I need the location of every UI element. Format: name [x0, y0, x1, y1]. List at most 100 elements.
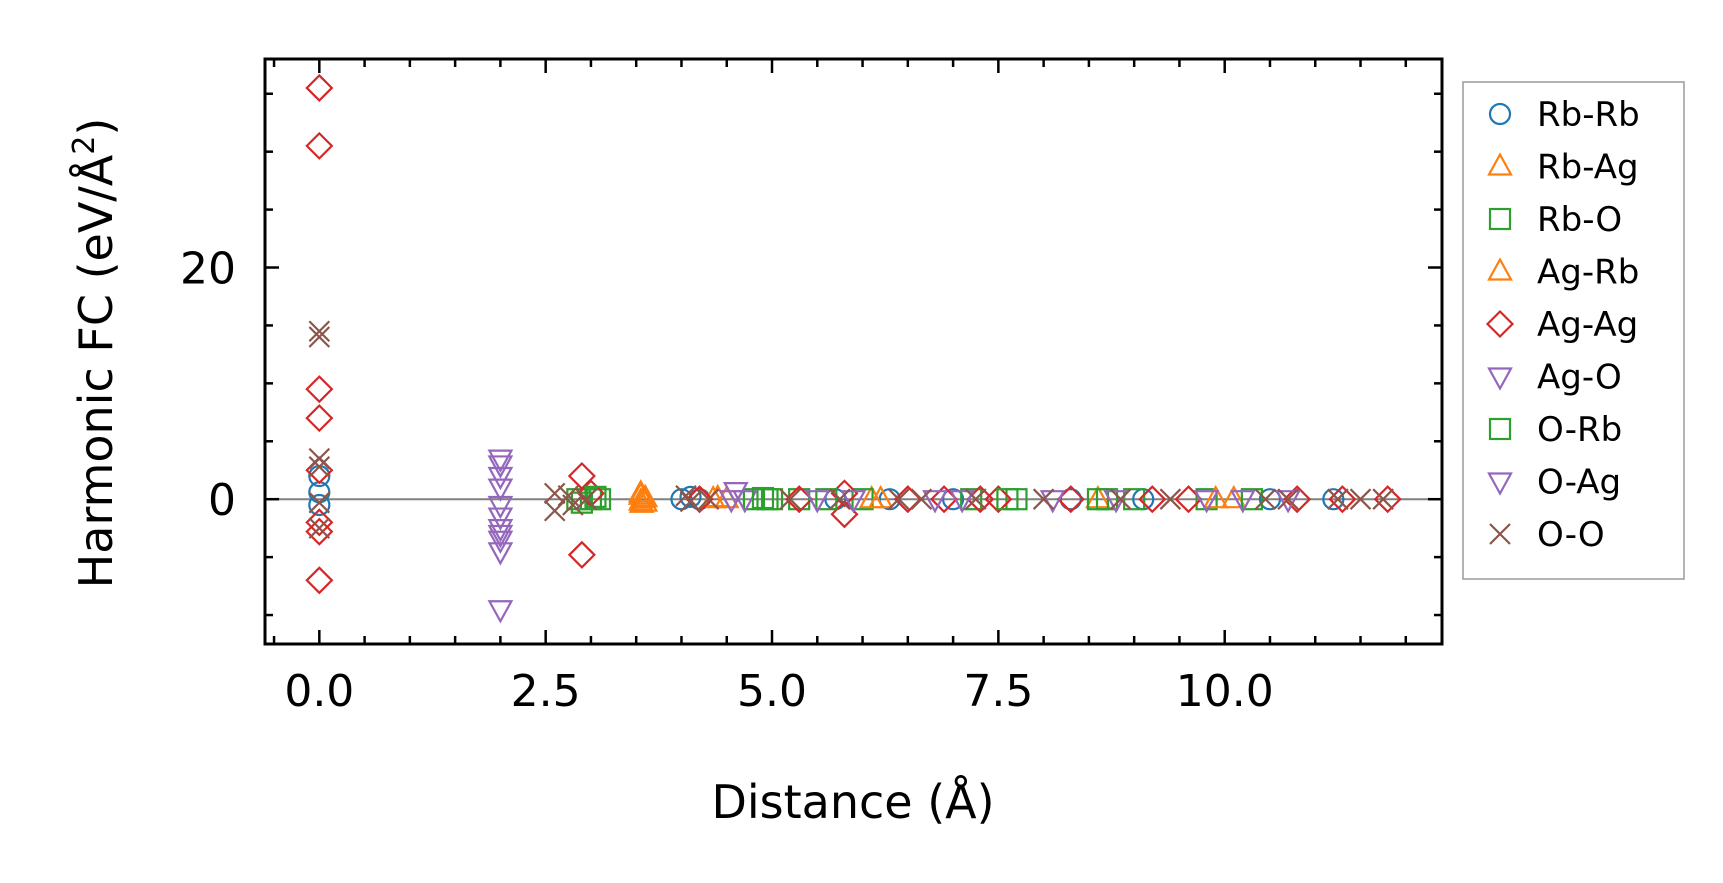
data-point — [1372, 488, 1394, 510]
data-point — [697, 488, 720, 510]
legend: Rb-Rb Rb-Ag Rb-O Ag-Rb Ag-Ag Ag-O O-Rb O-Ag O-O — [1462, 81, 1685, 580]
data-point — [308, 517, 331, 539]
data-point — [887, 488, 910, 510]
legend-label: Ag-O — [1537, 358, 1622, 398]
legend-entry: Rb-O — [1488, 200, 1622, 240]
data-point — [779, 488, 801, 510]
data-point — [487, 455, 514, 479]
data-point — [305, 566, 334, 595]
legend-label: O-Rb — [1537, 410, 1622, 450]
data-point — [308, 447, 331, 470]
x-tick-label: 7.5 — [963, 666, 1033, 717]
data-point — [487, 466, 514, 491]
data-point — [751, 486, 775, 510]
legend-marker — [1487, 152, 1513, 176]
data-point — [996, 488, 1019, 511]
series-o-o — [308, 320, 1394, 539]
data-point — [305, 517, 334, 546]
data-point — [815, 488, 838, 511]
data-point — [1123, 488, 1146, 511]
legend-marker — [1488, 102, 1512, 126]
y-axis-label-close: ) — [69, 118, 123, 136]
legend-entry: Ag-Ag — [1485, 305, 1638, 345]
legend-marker — [1488, 207, 1512, 231]
data-point — [1095, 488, 1119, 511]
data-point — [1277, 488, 1299, 510]
data-point — [543, 482, 566, 505]
data-point — [308, 320, 331, 343]
axes-frame — [263, 57, 1444, 646]
legend-label: Ag-Ag — [1537, 305, 1638, 345]
legend-label: Rb-Rb — [1537, 95, 1640, 135]
series-ag-o — [487, 449, 1301, 624]
x-tick-label: 2.5 — [511, 666, 581, 717]
legend-marker — [1489, 523, 1511, 545]
data-point — [718, 490, 745, 514]
x-tick-label: 0.0 — [284, 666, 354, 717]
data-point — [1193, 490, 1220, 514]
data-point — [305, 508, 334, 537]
data-point — [960, 488, 983, 511]
data-point — [567, 540, 596, 569]
data-point — [487, 542, 514, 566]
data-point — [1327, 488, 1349, 510]
data-point — [308, 326, 331, 348]
legend-marker — [1487, 472, 1513, 496]
data-point — [305, 73, 334, 103]
data-point — [562, 494, 584, 516]
legend-label: Ag-Rb — [1537, 253, 1639, 293]
data-point — [487, 530, 514, 555]
data-point — [964, 488, 987, 510]
data-point — [487, 495, 514, 520]
data-point — [1229, 490, 1256, 514]
data-point — [305, 375, 334, 404]
data-points — [305, 73, 1402, 624]
data-point — [487, 507, 514, 531]
legend-entry: Rb-Ag — [1487, 148, 1639, 188]
data-point — [941, 488, 965, 511]
data-point — [1220, 484, 1247, 509]
legend-label: Rb-O — [1537, 200, 1622, 240]
data-point — [1275, 490, 1301, 514]
data-point — [804, 490, 831, 514]
data-point — [840, 490, 867, 514]
data-point — [1159, 488, 1182, 510]
data-point — [567, 461, 596, 491]
data-point — [1109, 488, 1132, 510]
data-point — [1059, 488, 1082, 511]
x-tick-label: 5.0 — [737, 666, 807, 717]
legend-entry: Ag-O — [1487, 358, 1622, 398]
data-point — [829, 488, 851, 510]
data-point — [308, 491, 331, 514]
legend-entry: O-Rb — [1488, 410, 1622, 450]
y-axis-label-main: Harmonic FC (eV/Å — [69, 154, 123, 588]
data-point — [1254, 488, 1277, 510]
legend-marker — [1488, 417, 1512, 441]
data-point — [487, 524, 514, 549]
legend-frame — [1462, 81, 1685, 580]
legend-entry: Ag-Rb — [1487, 253, 1639, 293]
data-point — [679, 490, 702, 513]
data-point — [305, 404, 334, 433]
data-point — [308, 493, 331, 517]
legend-entry: Rb-Rb — [1488, 95, 1640, 135]
data-point — [1032, 488, 1055, 510]
legend-entry: O-Ag — [1487, 463, 1621, 503]
data-point — [628, 489, 655, 513]
y-tick-label: 0 — [208, 475, 236, 526]
data-point — [1202, 484, 1229, 509]
data-point — [1283, 485, 1312, 514]
data-point — [575, 488, 598, 510]
y-axis-label-superscript: 2 — [67, 136, 102, 155]
legend-label: O-Ag — [1537, 463, 1621, 503]
data-point — [627, 479, 654, 503]
data-point — [487, 519, 514, 543]
data-point — [305, 131, 334, 160]
data-point — [1349, 488, 1372, 510]
data-point — [984, 485, 1013, 514]
data-point — [910, 488, 933, 510]
legend-label: O-O — [1537, 515, 1605, 555]
axis-ticks: 0.0 2.5 5.0 7.5 10.0 0 20 — [180, 59, 1442, 717]
x-axis-label: Distance (Å) — [711, 775, 994, 829]
